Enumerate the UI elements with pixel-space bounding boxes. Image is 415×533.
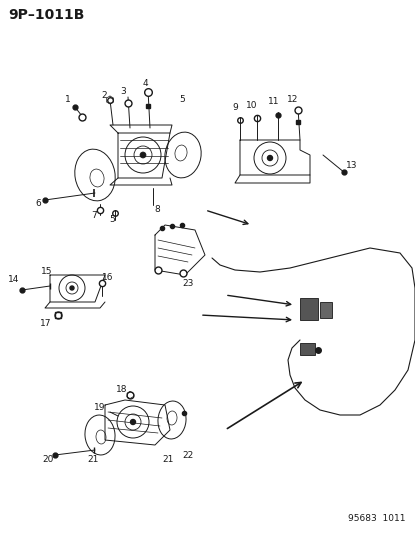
Text: 23: 23 — [182, 279, 194, 287]
Text: 3: 3 — [120, 87, 126, 96]
Text: 20: 20 — [42, 456, 54, 464]
Text: 4: 4 — [142, 78, 148, 87]
Circle shape — [268, 156, 273, 160]
Text: 95683  1011: 95683 1011 — [347, 514, 405, 523]
Text: 10: 10 — [246, 101, 258, 110]
Bar — [320, 302, 332, 318]
Circle shape — [140, 152, 146, 158]
Text: 2: 2 — [101, 91, 107, 100]
Circle shape — [70, 286, 74, 290]
Text: 9P–1011B: 9P–1011B — [8, 8, 84, 22]
Text: 14: 14 — [8, 276, 20, 285]
Circle shape — [130, 419, 136, 424]
Text: 5: 5 — [179, 95, 185, 104]
Text: 7: 7 — [91, 211, 97, 220]
Text: 21: 21 — [87, 456, 99, 464]
Bar — [300, 343, 315, 355]
Text: 11: 11 — [268, 96, 280, 106]
Text: 12: 12 — [287, 95, 299, 104]
Text: 21: 21 — [162, 456, 174, 464]
Text: 22: 22 — [182, 450, 194, 459]
Text: 16: 16 — [102, 272, 114, 281]
Text: 5: 5 — [109, 215, 115, 224]
Text: 19: 19 — [94, 403, 106, 413]
Text: 1: 1 — [65, 95, 71, 104]
Text: 17: 17 — [40, 319, 52, 327]
Text: 15: 15 — [41, 268, 53, 277]
Text: 6: 6 — [35, 199, 41, 208]
Text: 13: 13 — [346, 160, 358, 169]
Text: 9: 9 — [232, 103, 238, 112]
Text: 18: 18 — [116, 384, 128, 393]
Bar — [300, 298, 318, 320]
Text: 8: 8 — [154, 206, 160, 214]
